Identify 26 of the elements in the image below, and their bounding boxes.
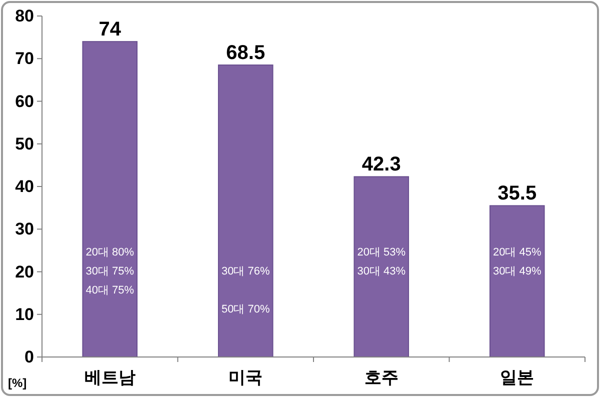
y-tick-label: 70 (15, 49, 34, 68)
x-tick-label: 베트남 (84, 368, 136, 387)
bar (218, 64, 274, 358)
data-label: 35.5 (498, 182, 537, 205)
bar (354, 176, 410, 358)
y-tick-label: 10 (15, 304, 34, 324)
annotation: 20대 80% 30대 75% 40대 75% (86, 246, 134, 297)
y-tick-label: 0 (24, 348, 34, 366)
y-tick-label: 30 (15, 220, 34, 239)
x-tick-label: 호주 (364, 368, 398, 387)
y-tick-label: 80 (15, 6, 34, 26)
y-axis-title: [%] (8, 376, 27, 390)
y-tick-label: 60 (15, 92, 34, 111)
y-tick-label: 50 (15, 134, 34, 154)
y-tick-label: 20 (15, 262, 34, 282)
bar (82, 41, 138, 358)
data-label: 68.5 (226, 42, 266, 64)
bar (489, 205, 545, 358)
x-tick-label: 일본 (500, 368, 534, 387)
data-label: 42.3 (362, 154, 401, 176)
data-label: 74 (98, 18, 122, 41)
annotation: 20대 45% 30대 49% (492, 246, 542, 278)
x-tick-label: 미국 (228, 368, 263, 387)
text: 30대 76% 50대 70% (221, 266, 270, 316)
y-tick-label: 40 (15, 177, 34, 196)
annotation: 20대 53% 30대 43% (357, 246, 406, 278)
